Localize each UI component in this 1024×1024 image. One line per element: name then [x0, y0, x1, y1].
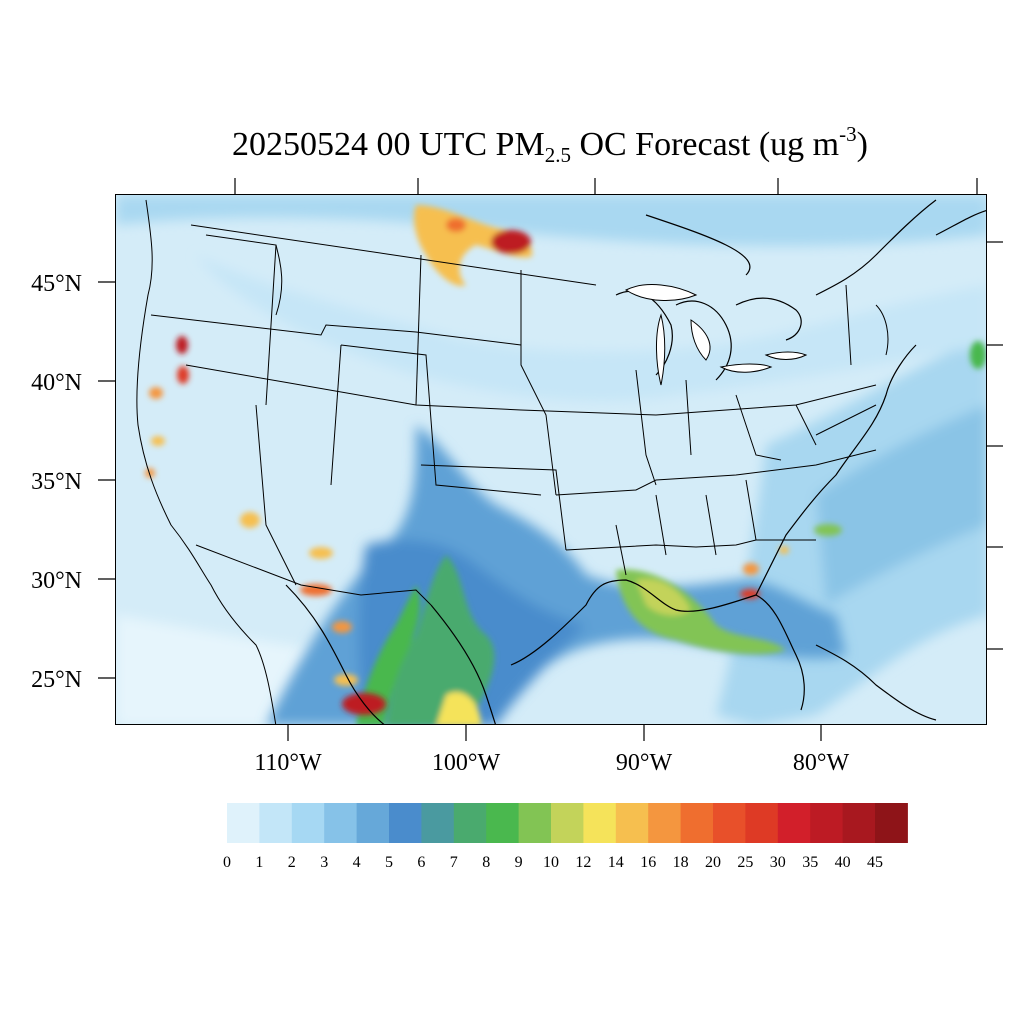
colorbar-swatch [291, 803, 325, 843]
colorbar: 0 1 2 3 4 5 6 7 8 9 10 12 14 16 18 20 25 30 35 40 45 [223, 803, 908, 871]
colorbar-swatch [518, 803, 552, 843]
lon-label-90w: 90°W [616, 750, 673, 776]
axis-ticks [98, 178, 1003, 741]
colorbar-swatch [583, 803, 617, 843]
field-fire-hotspots [145, 205, 986, 715]
colorbar-level-label: 30 [770, 854, 786, 871]
title-subscript: 2.5 [544, 143, 571, 167]
title-text-suffix: ) [856, 126, 868, 163]
colorbar-level-label: 7 [450, 854, 458, 871]
map-title: 20250524 00 UTC PM2.5 OC Forecast (ug m-… [0, 122, 1024, 168]
colorbar-swatch [453, 803, 487, 843]
colorbar-level-label: 16 [640, 854, 656, 871]
map-panel [115, 194, 987, 725]
colorbar-swatch [486, 803, 520, 843]
colorbar-level-label: 6 [417, 854, 425, 871]
colorbar-level-label: 3 [320, 854, 328, 871]
colorbar-level-label: 45 [867, 854, 883, 871]
colorbar-level-label: 5 [385, 854, 393, 871]
colorbar-level-label: 40 [835, 854, 851, 871]
colorbar-swatch [324, 803, 358, 843]
lat-label-35n: 35°N [31, 469, 82, 495]
colorbar-level-label: 8 [482, 854, 490, 871]
colorbar-swatch [356, 803, 390, 843]
colorbar-swatch [745, 803, 779, 843]
colorbar-swatch [615, 803, 649, 843]
lon-label-100w: 100°W [432, 750, 501, 776]
lat-label-25n: 25°N [31, 667, 82, 693]
colorbar-level-label: 12 [575, 854, 591, 871]
colorbar-level-label: 1 [255, 854, 263, 871]
colorbar-swatch [875, 803, 908, 843]
lat-label-45n: 45°N [31, 271, 82, 297]
colorbar-level-label: 0 [223, 854, 231, 871]
colorbar-level-label: 20 [705, 854, 721, 871]
colorbar-level-label: 18 [673, 854, 689, 871]
lon-label-110w: 110°W [254, 750, 322, 776]
colorbar-level-label: 2 [288, 854, 296, 871]
colorbar-swatch [259, 803, 293, 843]
colorbar-swatch [680, 803, 714, 843]
colorbar-swatch [777, 803, 811, 843]
title-superscript: -3 [839, 122, 857, 146]
colorbar-level-label: 9 [515, 854, 523, 871]
lon-label-80w: 80°W [793, 750, 850, 776]
colorbar-swatch [227, 803, 260, 843]
colorbar-swatch [810, 803, 844, 843]
field-green-band [356, 555, 786, 724]
great-lakes [624, 284, 808, 386]
colorbar-swatch [551, 803, 584, 843]
colorbar-level-label: 4 [353, 854, 361, 871]
forecast-field [116, 195, 986, 724]
lat-label-30n: 30°N [31, 568, 82, 594]
colorbar-swatch [842, 803, 876, 843]
colorbar-swatch [421, 803, 455, 843]
colorbar-level-label: 25 [737, 854, 753, 871]
title-text-middle: OC Forecast (ug m [570, 126, 840, 163]
coastlines [285, 199, 986, 724]
colorbar-swatch [389, 803, 422, 843]
title-text: 20250524 00 UTC PM [232, 126, 545, 163]
colorbar-level-label: 35 [802, 854, 818, 871]
colorbar-level-label: 10 [543, 854, 559, 871]
colorbar-level-label: 14 [608, 854, 624, 871]
state-boundaries [136, 199, 889, 724]
colorbar-swatch [713, 803, 746, 843]
colorbar-swatch [648, 803, 682, 843]
lat-label-40n: 40°N [31, 370, 82, 396]
